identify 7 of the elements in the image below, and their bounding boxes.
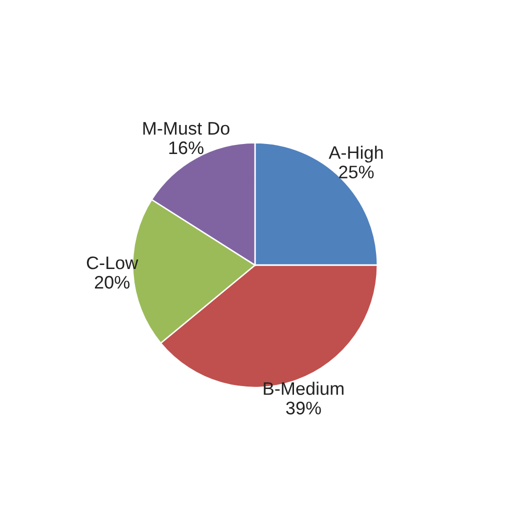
- slice-label: M-Must Do: [143, 122, 230, 135]
- slice-label: B-Medium: [264, 382, 344, 395]
- data-label: 39%: [286, 402, 321, 414]
- data-label: 16%: [169, 141, 204, 154]
- data-label: 20%: [94, 276, 130, 289]
- data-label: 25%: [339, 166, 374, 178]
- slice-label: A-High: [328, 146, 383, 163]
